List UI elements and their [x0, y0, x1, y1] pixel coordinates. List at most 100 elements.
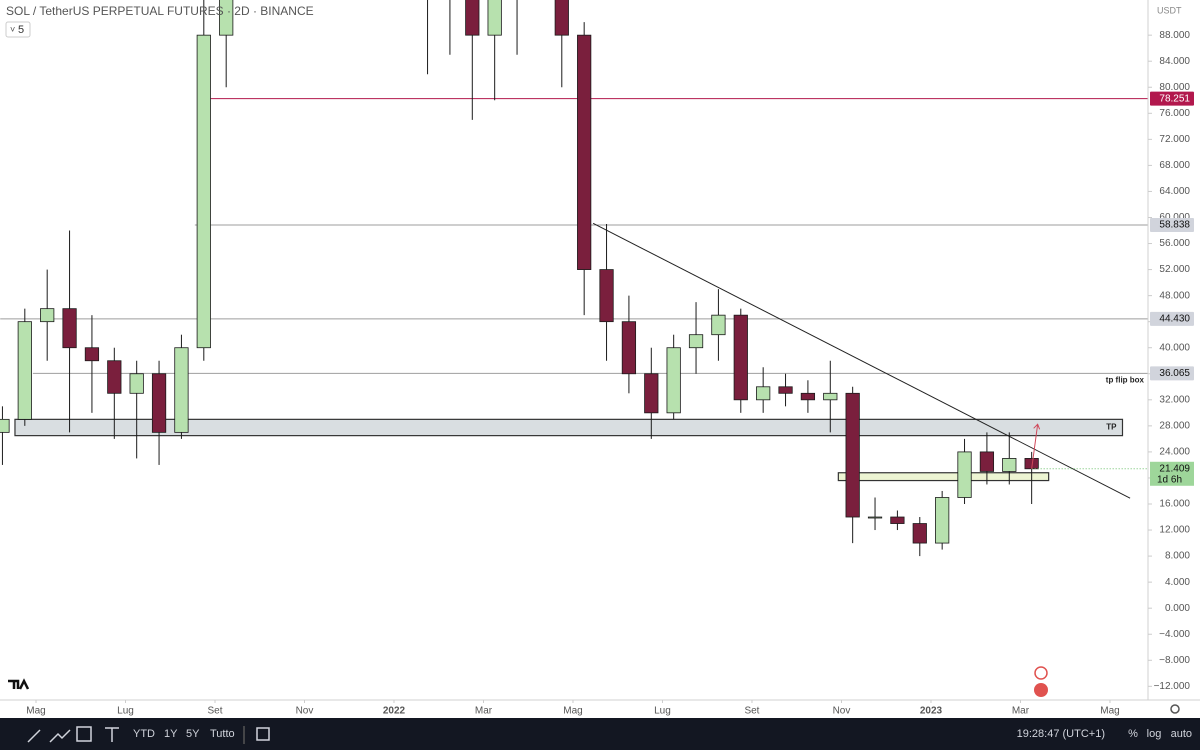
- candle-body: [129, 373, 144, 394]
- candle-body: [778, 386, 793, 394]
- y-tick-label: 48.000: [1159, 290, 1190, 301]
- level-note: tp flip box: [1106, 375, 1145, 384]
- candle-body: [912, 523, 927, 544]
- candle-body: [800, 392, 816, 401]
- text-tool[interactable]: [105, 727, 119, 742]
- x-tick-label: Mag: [1100, 706, 1119, 717]
- indicator-count[interactable]: 5: [18, 24, 24, 36]
- y-tick-label: 84.000: [1159, 56, 1190, 67]
- candle-body: [40, 308, 55, 323]
- x-tick-label: Lug: [117, 706, 134, 717]
- y-tick-label: 80.000: [1159, 82, 1190, 93]
- level-tag: [1150, 311, 1194, 326]
- currency[interactable]: USDT: [1157, 5, 1182, 15]
- x-tick-label: Mag: [563, 706, 582, 717]
- y-tick-label: −4.000: [1159, 629, 1190, 640]
- candle-body: [756, 386, 771, 401]
- y-tick-label: 52.000: [1159, 264, 1190, 275]
- candle-body: [62, 308, 77, 349]
- level-label: 36.065: [1159, 368, 1190, 379]
- y-tick-label: 28.000: [1159, 421, 1190, 432]
- y-tick-label: 88.000: [1159, 30, 1190, 41]
- scale-option[interactable]: log: [1147, 728, 1162, 740]
- last-price-label: 21.409: [1159, 463, 1190, 474]
- range-button[interactable]: YTD: [133, 728, 155, 740]
- candle-body: [554, 0, 569, 36]
- candle-body: [867, 516, 883, 519]
- rect-tool[interactable]: [76, 726, 92, 742]
- candle-body: [935, 497, 950, 544]
- level-tag: [1150, 218, 1194, 233]
- y-tick-label: −12.000: [1154, 681, 1191, 692]
- candle-body: [733, 314, 748, 401]
- level-label: 44.430: [1159, 314, 1190, 325]
- x-tick-label: 2022: [383, 706, 406, 717]
- candle-body: [84, 347, 100, 362]
- candle-body: [577, 34, 592, 270]
- candle-body: [487, 0, 502, 36]
- y-tick-label: 56.000: [1159, 238, 1190, 249]
- range-button[interactable]: Tutto: [210, 728, 235, 740]
- trendline: [592, 222, 1131, 499]
- clock: 19:28:47 (UTC+1): [1017, 728, 1105, 740]
- candle-body: [845, 392, 860, 518]
- x-tick-label: 2023: [920, 706, 943, 717]
- candle-body: [0, 418, 10, 433]
- scale-option[interactable]: %: [1128, 728, 1138, 740]
- candle-body: [107, 360, 122, 394]
- candle-body: [465, 0, 480, 36]
- candle-body: [711, 314, 726, 336]
- y-tick-label: 16.000: [1159, 499, 1190, 510]
- scale-option[interactable]: auto: [1171, 728, 1192, 740]
- level-label: 58.838: [1159, 220, 1190, 231]
- candle-body: [644, 373, 659, 414]
- event-icon[interactable]: [1034, 666, 1048, 680]
- y-tick-label: 60.000: [1159, 212, 1190, 223]
- y-tick-label: 68.000: [1159, 160, 1190, 171]
- candle-body: [196, 34, 211, 349]
- range-button[interactable]: 1Y: [164, 728, 178, 740]
- candle-body: [957, 451, 972, 498]
- candle-body: [688, 334, 704, 349]
- logo: [8, 678, 30, 690]
- candle-body: [666, 347, 681, 414]
- candle-body: [151, 373, 167, 433]
- chevron[interactable]: ˅: [10, 24, 15, 34]
- candle-body: [219, 0, 234, 36]
- last-price-tag: [1150, 461, 1194, 486]
- event-icon[interactable]: [1034, 683, 1048, 697]
- toolbar: [0, 718, 1200, 750]
- toolbar-icons: [27, 726, 270, 744]
- candle-body: [1002, 458, 1017, 472]
- symbol-title: SOL / TetherUS PERPETUAL FUTURES · 2D · …: [6, 4, 314, 18]
- level-label: 78.251: [1159, 93, 1190, 104]
- x-tick-label: Nov: [833, 706, 851, 717]
- x-tick-label: Mag: [26, 706, 45, 717]
- candle-body: [17, 321, 32, 420]
- zone-label: TP: [1106, 423, 1117, 432]
- candle-body: [621, 321, 637, 375]
- compare-icon[interactable]: [256, 727, 270, 741]
- x-tick-label: Set: [207, 706, 222, 717]
- y-tick-label: 72.000: [1159, 134, 1190, 145]
- y-tick-label: 8.000: [1165, 551, 1190, 562]
- y-tick-label: 40.000: [1159, 342, 1190, 353]
- x-tick-label: Nov: [296, 706, 314, 717]
- plot-area: TP tp flip box: [0, 0, 1148, 557]
- settings-icon[interactable]: [1170, 704, 1180, 714]
- indicator-box[interactable]: [5, 21, 31, 38]
- level-tag: [1150, 91, 1194, 106]
- range-button[interactable]: 5Y: [186, 728, 200, 740]
- candle-body: [979, 451, 995, 472]
- projection-arrow: [1031, 423, 1041, 469]
- y-tick-label: −8.000: [1159, 655, 1190, 666]
- y-tick-label: 12.000: [1159, 525, 1190, 536]
- y-tick-label: 76.000: [1159, 108, 1190, 119]
- candle-body: [174, 347, 189, 433]
- y-tick-label: 0.000: [1165, 603, 1190, 614]
- zone-box: [837, 472, 1050, 482]
- candle-body: [599, 269, 614, 323]
- draw-tool[interactable]: [27, 729, 71, 743]
